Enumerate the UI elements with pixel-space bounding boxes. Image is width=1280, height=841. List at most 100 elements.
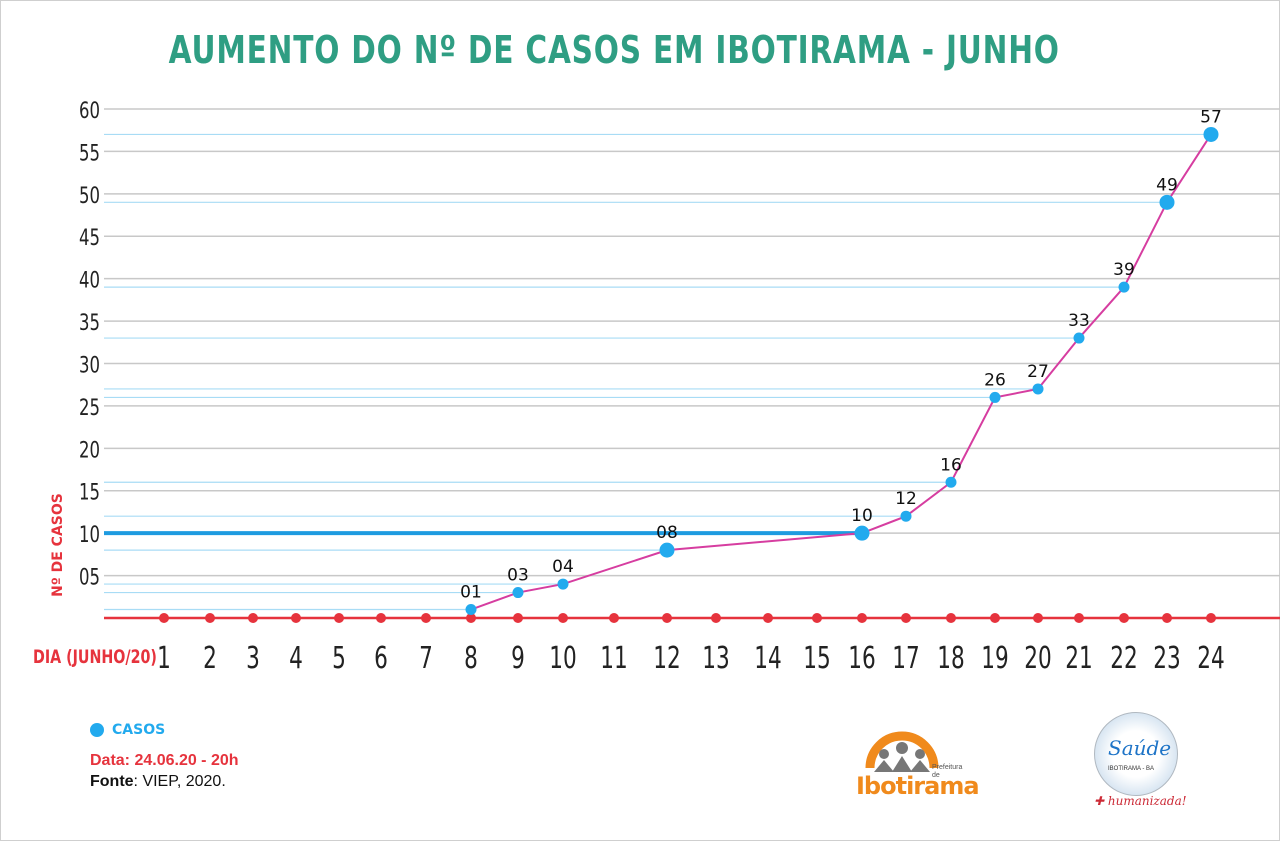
- day-marker: [946, 613, 956, 623]
- x-tick-label: 13: [702, 642, 729, 676]
- x-tick-label: 23: [1153, 642, 1180, 676]
- day-marker: [662, 613, 672, 623]
- data-point: [900, 510, 912, 522]
- day-marker: [291, 613, 301, 623]
- x-tick-label: 19: [981, 642, 1008, 676]
- day-marker: [901, 613, 911, 623]
- report-source: Fonte: VIEP, 2020.: [90, 773, 226, 791]
- data-label: 39: [1113, 260, 1135, 280]
- data-point: [465, 604, 477, 616]
- x-tick-label: 16: [848, 642, 875, 676]
- x-tick-label: 20: [1024, 642, 1051, 676]
- day-marker: [1162, 613, 1172, 623]
- saude-logo: Saúde IBOTIRAMA - BA ✚ humanizada!: [1086, 712, 1196, 812]
- y-tick-label: 05: [79, 564, 100, 590]
- data-point: [659, 542, 675, 558]
- x-tick-label: 7: [419, 642, 433, 676]
- x-tick-label: 15: [803, 642, 830, 676]
- data-point: [854, 525, 870, 541]
- y-tick-label: 55: [79, 140, 100, 166]
- day-marker: [205, 613, 215, 623]
- x-tick-label: 9: [511, 642, 525, 676]
- saude-tagline: ✚ humanizada!: [1094, 794, 1187, 808]
- day-marker: [1119, 613, 1129, 623]
- source-text: : VIEP, 2020.: [133, 773, 226, 790]
- data-label: 01: [460, 583, 482, 603]
- data-label: 10: [851, 506, 873, 526]
- x-tick-label: 5: [332, 642, 346, 676]
- data-label: 16: [940, 455, 962, 475]
- data-label: 03: [507, 566, 529, 586]
- day-marker: [990, 613, 1000, 623]
- y-tick-label: 60: [79, 98, 100, 124]
- data-label: 08: [656, 523, 678, 543]
- y-tick-label: 30: [79, 352, 100, 378]
- data-label: 26: [984, 370, 1006, 390]
- report-date: Data: 24.06.20 - 20h: [90, 752, 239, 769]
- day-marker: [159, 613, 169, 623]
- data-label: 57: [1200, 107, 1222, 127]
- day-marker: [1206, 613, 1216, 623]
- day-marker: [376, 613, 386, 623]
- x-tick-label: 2: [203, 642, 217, 676]
- day-marker: [334, 613, 344, 623]
- series-line: [470, 133, 1212, 611]
- x-tick-label: 17: [892, 642, 919, 676]
- data-point: [512, 587, 524, 599]
- y-tick-label: 15: [79, 479, 100, 505]
- data-label: 49: [1156, 175, 1178, 195]
- day-marker: [812, 613, 822, 623]
- prefeitura-small-text: Prefeitura de: [932, 764, 963, 779]
- x-axis-label: DIA (JUNHO/20): [33, 645, 157, 668]
- data-point: [1032, 383, 1044, 395]
- x-tick-label: 11: [600, 642, 627, 676]
- day-marker: [513, 613, 523, 623]
- y-tick-label: 25: [79, 395, 100, 421]
- y-tick-label: 40: [79, 267, 100, 293]
- x-tick-label: 6: [374, 642, 388, 676]
- data-label: 04: [552, 557, 574, 577]
- x-tick-label: 3: [246, 642, 260, 676]
- data-point: [1159, 194, 1175, 210]
- data-point: [945, 476, 957, 488]
- data-point: [989, 391, 1001, 403]
- y-tick-label: 10: [79, 522, 100, 548]
- y-tick-label: 20: [79, 437, 100, 463]
- prefeitura-brand: Ibotirama: [856, 772, 980, 800]
- data-point: [1203, 126, 1219, 142]
- x-tick-label: 8: [464, 642, 478, 676]
- x-tick-label: 22: [1110, 642, 1137, 676]
- saude-sub: IBOTIRAMA - BA: [1108, 766, 1155, 772]
- x-tick-label: 24: [1197, 642, 1224, 676]
- x-tick-label: 1: [157, 642, 171, 676]
- y-tick-label: 50: [79, 182, 100, 208]
- day-marker: [421, 613, 431, 623]
- prefeitura-logo: Prefeitura de Ibotirama: [856, 724, 980, 804]
- data-point: [557, 578, 569, 590]
- x-tick-label: 18: [937, 642, 964, 676]
- legend-marker: [90, 723, 104, 737]
- legend-label: CASOS: [112, 722, 166, 738]
- data-point: [1073, 332, 1085, 344]
- saude-name: Saúde: [1108, 736, 1172, 760]
- data-label: 27: [1027, 362, 1049, 382]
- data-label: 12: [895, 489, 917, 509]
- saude-tagline-text: humanizada!: [1107, 794, 1187, 808]
- day-marker: [763, 613, 773, 623]
- x-tick-label: 4: [289, 642, 303, 676]
- day-marker: [1033, 613, 1043, 623]
- day-marker: [609, 613, 619, 623]
- y-axis-label: Nº DE CASOS: [50, 493, 66, 597]
- day-marker: [466, 613, 476, 623]
- y-tick-label: 45: [79, 225, 100, 251]
- x-tick-label: 14: [754, 642, 781, 676]
- y-tick-label: 35: [79, 310, 100, 336]
- day-marker: [558, 613, 568, 623]
- x-tick-label: 10: [549, 642, 576, 676]
- x-tick-label: 21: [1065, 642, 1092, 676]
- data-point: [1118, 281, 1130, 293]
- day-marker: [857, 613, 867, 623]
- day-marker: [248, 613, 258, 623]
- legend: CASOS: [90, 722, 165, 738]
